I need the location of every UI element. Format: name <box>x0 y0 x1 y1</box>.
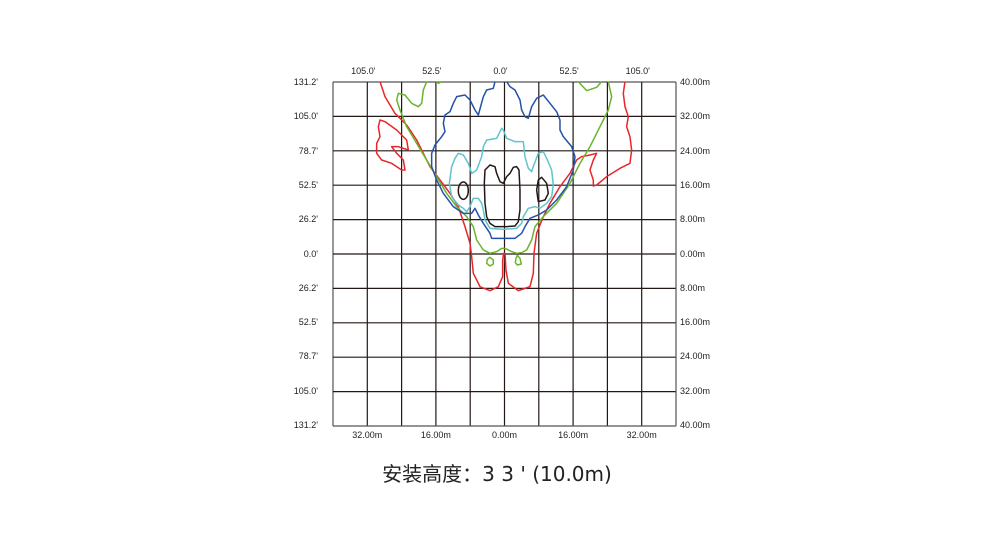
right-axis-label: 8.00m <box>680 214 706 225</box>
left-axis-label: 105.0' <box>293 385 318 396</box>
right-axis-label: 24.00m <box>680 145 711 156</box>
bottom-axis-label: 16.00m <box>420 430 451 440</box>
contour-black <box>483 164 521 228</box>
contour-red <box>379 81 633 292</box>
right-axis-label: 16.00m <box>680 317 711 328</box>
right-axis-label: 0.00m <box>680 248 706 259</box>
grid <box>332 81 677 427</box>
right-axis-label: 40.00m <box>680 420 711 430</box>
contour-green-top-left <box>435 81 442 85</box>
contour-red-lobe <box>375 119 410 171</box>
mounting-height-caption: 安装高度：3 3 ' (10.0m) <box>382 462 612 486</box>
left-axis-label: 26.2' <box>298 214 318 225</box>
left-axis-label: 78.7' <box>298 145 318 156</box>
right-axis-label: 40.00m <box>680 77 711 87</box>
left-axis-label: 78.7' <box>298 351 318 362</box>
right-axis-label: 8.00m <box>680 282 706 293</box>
left-axis-label: 52.5' <box>298 179 318 190</box>
top-axis-label: 52.5' <box>422 66 442 76</box>
top-axis-label: 105.0' <box>625 66 650 76</box>
contour-green-top-right <box>577 81 603 92</box>
right-axis-label: 32.00m <box>680 111 711 122</box>
left-axis-label: 131.2' <box>293 77 318 87</box>
contour-blue <box>430 81 576 240</box>
left-axis-label: 0.0' <box>303 248 318 259</box>
left-axis-label: 52.5' <box>298 317 318 328</box>
contour-black-left <box>457 181 470 201</box>
left-axis-label: 26.2' <box>298 282 318 293</box>
bottom-axis-label: 0.00m <box>491 430 518 440</box>
contour-cyan <box>448 127 555 231</box>
contour-green <box>395 81 613 255</box>
right-axis-label: 24.00m <box>680 351 711 362</box>
bottom-axis-label: 32.00m <box>626 430 657 440</box>
top-axis-label: 105.0' <box>351 66 376 76</box>
contour-black-right <box>535 176 550 203</box>
contour-green-drop-right <box>514 254 523 266</box>
bottom-axis-label: 32.00m <box>352 430 383 440</box>
top-axis-label: 0.0' <box>493 66 508 76</box>
left-axis-label: 105.0' <box>293 111 318 122</box>
left-axis-label: 131.2' <box>293 420 318 430</box>
right-axis-label: 16.00m <box>680 179 711 190</box>
right-axis-label: 32.00m <box>680 385 711 396</box>
top-axis-label: 52.5' <box>559 66 579 76</box>
bottom-axis-label: 16.00m <box>558 430 589 440</box>
contour-green-drop-left <box>485 256 495 267</box>
